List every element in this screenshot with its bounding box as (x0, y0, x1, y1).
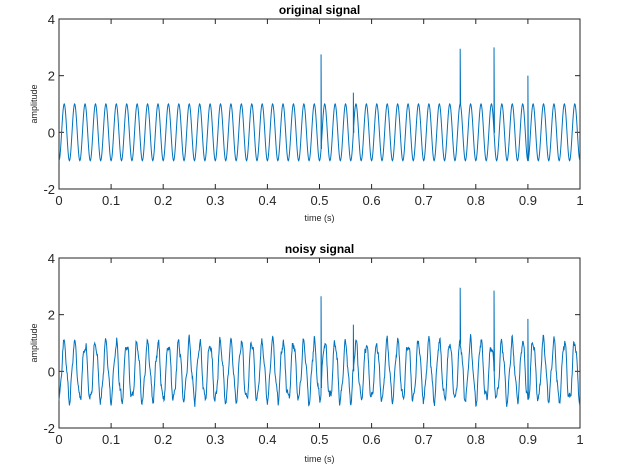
x-tick-label: 0.5 (310, 432, 328, 447)
x-tick-label: 0.3 (206, 432, 224, 447)
x-axis-label: time (s) (305, 454, 335, 464)
subplot-original-signal: original signal amplitude time (s) 0 0.1 0… (29, 3, 584, 223)
x-tick-label: 0.1 (102, 193, 120, 208)
x-tick-label: 0.6 (363, 432, 381, 447)
chart-title: original signal (279, 3, 360, 17)
chart-title: noisy signal (285, 242, 354, 256)
signal-line (58, 47, 581, 162)
x-tick-label: 0.7 (415, 193, 433, 208)
subplot-noisy-signal: noisy signal amplitude time (s) 0 0.1 0.2 0… (29, 242, 584, 464)
x-tick-label: 0.4 (258, 193, 276, 208)
x-tick-label: 0.8 (467, 432, 485, 447)
y-tick-label: 2 (48, 69, 55, 84)
y-tick-label: -2 (43, 421, 55, 436)
x-tick-label: 0.6 (363, 193, 381, 208)
x-tick-label: 0.7 (415, 432, 433, 447)
y-tick-label: 4 (48, 251, 55, 266)
x-tick-label: 0.5 (310, 193, 328, 208)
y-tick-label: -2 (43, 182, 55, 197)
x-axis-label: time (s) (305, 213, 335, 223)
x-tick-label: 1 (576, 193, 583, 208)
x-tick-label: 0 (55, 193, 62, 208)
x-tick-label: 0.1 (102, 432, 120, 447)
y-axis-label: amplitude (29, 84, 39, 123)
x-tick-label: 0.9 (519, 193, 537, 208)
x-tick-label: 0.9 (519, 432, 537, 447)
y-tick-label: 4 (48, 12, 55, 27)
x-tick-label: 1 (576, 432, 583, 447)
x-tick-label: 0.3 (206, 193, 224, 208)
x-tick-label: 0.4 (258, 432, 276, 447)
x-tick-label: 0.8 (467, 193, 485, 208)
y-axis-label: amplitude (29, 323, 39, 362)
y-tick-label: 2 (48, 308, 55, 323)
signal-line (58, 287, 581, 407)
y-tick-label: 0 (48, 125, 55, 140)
x-tick-label: 0 (55, 432, 62, 447)
x-tick-label: 0.2 (154, 432, 172, 447)
y-tick-label: 0 (48, 364, 55, 379)
x-tick-label: 0.2 (154, 193, 172, 208)
